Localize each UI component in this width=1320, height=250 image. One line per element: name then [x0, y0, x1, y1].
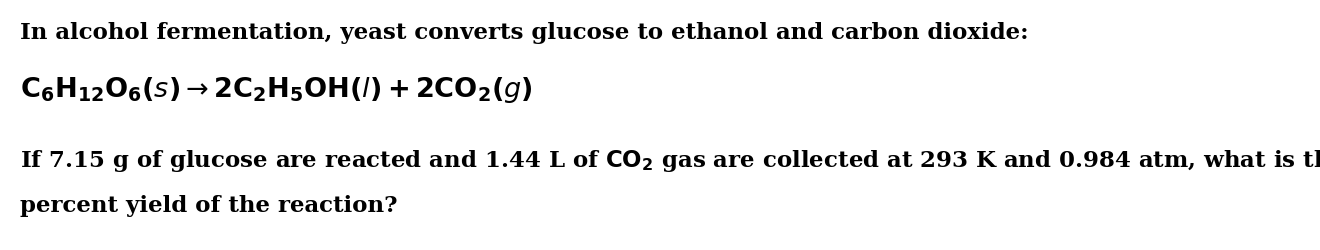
Text: percent yield of the reaction?: percent yield of the reaction? — [20, 195, 397, 217]
Text: If 7.15 g of glucose are reacted and 1.44 L of $\mathbf{CO_2}$ gas are collected: If 7.15 g of glucose are reacted and 1.4… — [20, 148, 1320, 174]
Text: $\mathbf{C_6H_{12}O_6}\mathbf{(\mathit{s})} \rightarrow \mathbf{2C_2H_5OH(\mathi: $\mathbf{C_6H_{12}O_6}\mathbf{(\mathit{s… — [20, 75, 533, 105]
Text: In alcohol fermentation, yeast converts glucose to ethanol and carbon dioxide:: In alcohol fermentation, yeast converts … — [20, 22, 1028, 44]
